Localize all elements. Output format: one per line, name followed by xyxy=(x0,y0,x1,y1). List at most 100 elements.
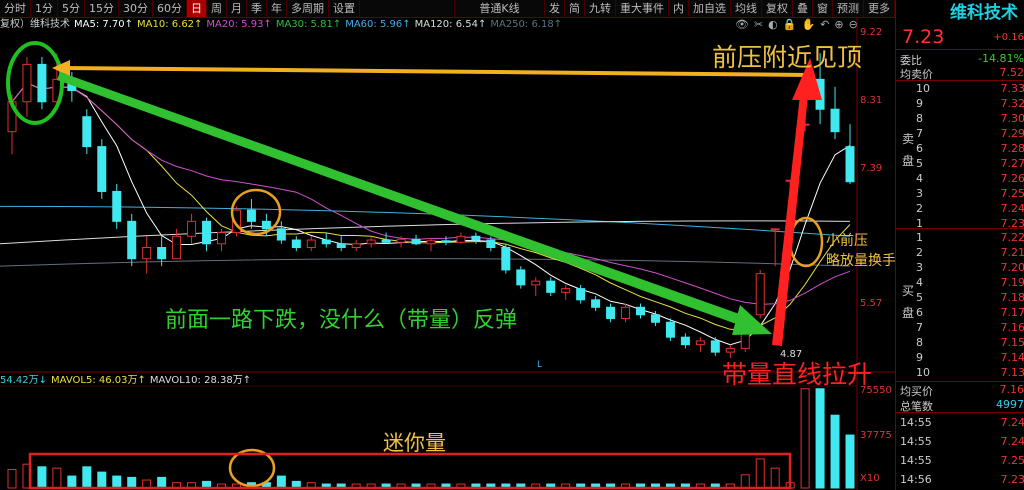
buy-side-label: 买盘 xyxy=(902,284,915,320)
candle-body xyxy=(187,220,197,237)
period-tab[interactable]: 60分 xyxy=(153,0,187,17)
tick-time: 14:55 xyxy=(900,435,932,448)
level-price: 7.16 xyxy=(1000,321,1024,334)
buy-level: 1 7.22 xyxy=(896,232,1024,244)
period-tab[interactable]: 月 xyxy=(227,0,247,17)
volume-bar xyxy=(112,475,122,489)
level-index: 10 xyxy=(916,82,930,95)
level-index: 6 xyxy=(916,306,923,319)
buy-level: 6 7.17 xyxy=(896,307,1024,319)
candle-body xyxy=(246,209,256,222)
candle-body xyxy=(501,246,511,271)
candle-body xyxy=(755,273,765,316)
level-price: 7.20 xyxy=(1000,261,1024,274)
candle-body xyxy=(546,280,556,293)
level-index: 3 xyxy=(916,261,923,274)
candle-body xyxy=(650,314,660,323)
level-index: 3 xyxy=(916,187,923,200)
level-price: 7.22 xyxy=(1000,231,1024,244)
candle-body xyxy=(770,228,780,231)
level-index: 5 xyxy=(916,291,923,304)
kline-type-select[interactable]: 普通K线 xyxy=(455,0,545,17)
weibi-value: -14.81% xyxy=(978,52,1024,65)
period-tab[interactable]: 年 xyxy=(267,0,287,17)
level-index: 6 xyxy=(916,142,923,155)
period-tab[interactable]: 多周期 xyxy=(287,0,329,17)
period-tab[interactable]: 日 xyxy=(187,0,207,17)
toolbar-button[interactable]: 均线 xyxy=(731,0,762,17)
toolbar-button[interactable]: 内 xyxy=(669,0,689,17)
annotation-decline: 前面一路下跌，没什么（带量）反弹 xyxy=(165,308,518,333)
level-price: 7.18 xyxy=(1000,291,1024,304)
sell-level: 8 7.30 xyxy=(896,113,1024,125)
ma-legend: 复权）维科技术 MA5: 7.70↑ MA10: 6.62↑ MA20: 5.93↑ M… xyxy=(0,18,562,31)
candle-body xyxy=(351,243,361,248)
candle-body xyxy=(725,347,735,353)
weibi-label: 委比 xyxy=(900,54,922,67)
buy-level: 5 7.18 xyxy=(896,292,1024,304)
candle-body xyxy=(471,235,481,241)
candle-body xyxy=(127,220,137,260)
ma-value: MA30: 5.81↑ xyxy=(275,19,342,30)
volume-bar xyxy=(770,467,780,489)
candle-body xyxy=(396,238,406,243)
chart-tools[interactable]: 👁✂◐🔒✋↶⊕⊖ xyxy=(735,18,863,31)
toolbar-button[interactable]: 简 xyxy=(565,0,585,17)
level-price: 7.33 xyxy=(1000,82,1024,95)
volume-bar xyxy=(800,388,810,489)
tick-time: 14:55 xyxy=(900,416,932,429)
toolbar-button[interactable]: 更多 xyxy=(864,0,895,17)
sell-level: 1 7.23 xyxy=(896,218,1024,230)
candle-body xyxy=(261,220,271,230)
candle-body xyxy=(606,306,616,320)
candle-body xyxy=(142,246,152,260)
toolbar-button[interactable]: 复权 xyxy=(762,0,793,17)
level-price: 7.15 xyxy=(1000,336,1024,349)
candle-body xyxy=(561,288,571,293)
period-tab[interactable]: 30分 xyxy=(119,0,153,17)
arrow-rise-line xyxy=(772,95,808,346)
volume-unit: X10 xyxy=(860,473,880,484)
arrow-top-line xyxy=(64,66,811,77)
level-index: 4 xyxy=(916,172,923,185)
candle-body xyxy=(97,146,107,192)
period-tab[interactable]: 设置 xyxy=(329,0,360,17)
period-tab[interactable]: 15分 xyxy=(85,0,119,17)
toolbar-button[interactable]: 加自选 xyxy=(689,0,731,17)
kline-chart[interactable] xyxy=(0,0,895,490)
volume-bar xyxy=(52,467,62,489)
volume-bar xyxy=(67,475,77,489)
quote-panel: 维科技术 7.23 +0.16 委比 -14.81% 均卖价 7.52 卖盘 买… xyxy=(895,0,1024,490)
level-index: 2 xyxy=(916,202,923,215)
volume-box xyxy=(28,452,792,490)
sell-level: 3 7.25 xyxy=(896,188,1024,200)
level-price: 7.14 xyxy=(1000,351,1024,364)
arrow-decline-head xyxy=(732,305,772,335)
toolbar-button[interactable]: 预测 xyxy=(833,0,864,17)
period-tab[interactable]: 周 xyxy=(207,0,227,17)
candle-body xyxy=(441,240,451,243)
period-tab[interactable]: 5分 xyxy=(58,0,85,17)
level-index: 1 xyxy=(916,231,923,244)
toolbar-button[interactable]: 窗 xyxy=(813,0,833,17)
level-index: 8 xyxy=(916,336,923,349)
toolbar-button[interactable]: 九转 xyxy=(585,0,616,17)
tick-row: 14:55 7.25 xyxy=(896,455,1024,467)
period-tab[interactable]: 分时 xyxy=(0,0,31,17)
toolbar-button[interactable]: 发 xyxy=(545,0,565,17)
candle-body xyxy=(531,280,541,286)
annotation-rise: 带量直线拉升 xyxy=(722,360,873,389)
toolbar-button[interactable]: 叠 xyxy=(793,0,813,17)
level-price: 7.23 xyxy=(1000,217,1024,230)
ma-value: MA120: 6.54↑ xyxy=(414,19,487,30)
candle-body xyxy=(157,246,167,260)
toolbar-button[interactable]: 重大事件 xyxy=(616,0,669,17)
volume-bar xyxy=(845,434,855,489)
period-tab[interactable]: 季 xyxy=(247,0,267,17)
candle-body xyxy=(306,239,316,248)
sell-level: 6 7.28 xyxy=(896,143,1024,155)
price-tick: 7.39 xyxy=(860,163,883,174)
level-price: 7.26 xyxy=(1000,172,1024,185)
level-index: 2 xyxy=(916,246,923,259)
period-tab[interactable]: 1分 xyxy=(31,0,58,17)
